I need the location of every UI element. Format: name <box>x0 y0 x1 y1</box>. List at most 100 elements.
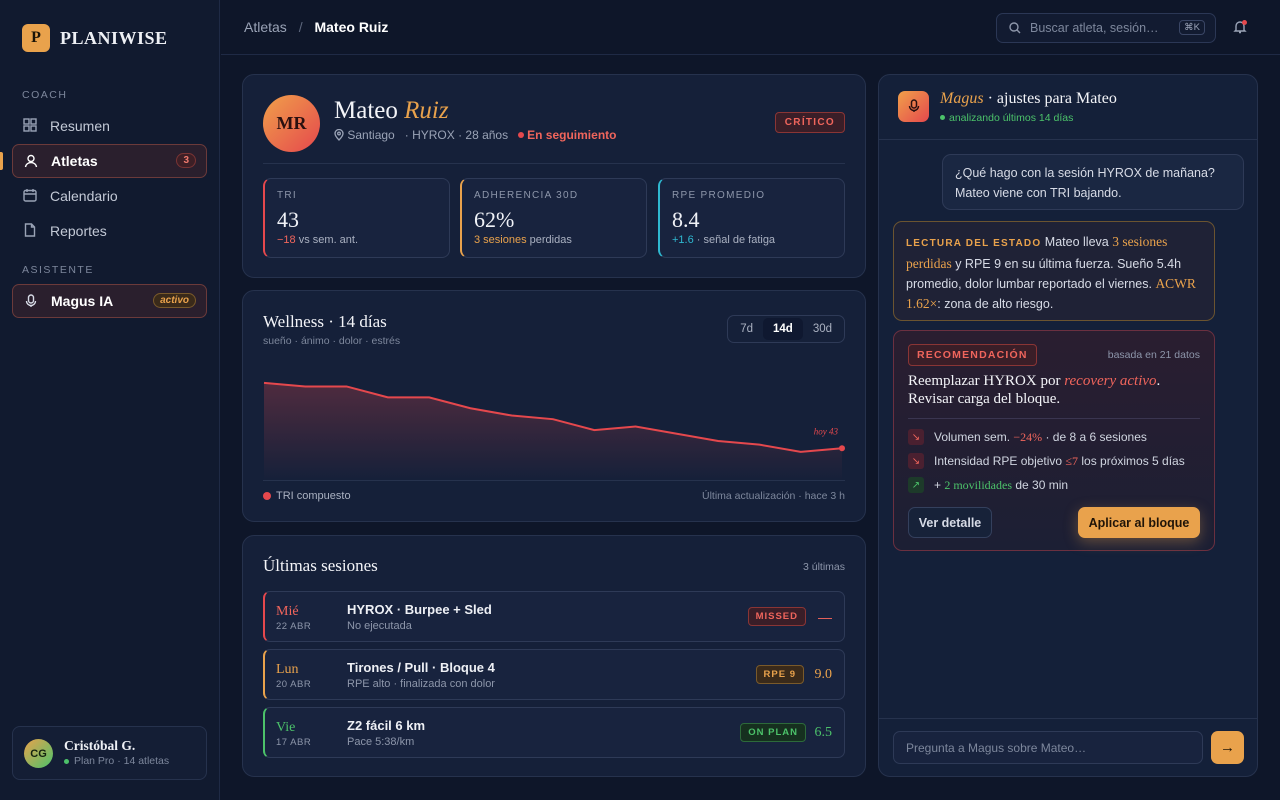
element <box>25 300 37 307</box>
section-label: COACH <box>22 89 68 101</box>
text: No ejecutada <box>347 620 412 632</box>
text: Mateo lleva <box>1044 235 1113 249</box>
text: perdidas <box>529 234 572 246</box>
text: + <box>934 477 945 492</box>
text: 6.5 <box>814 725 833 740</box>
element: En seguimiento <box>518 128 616 142</box>
element <box>27 294 35 304</box>
element <box>27 154 35 163</box>
icon <box>24 154 38 168</box>
element: ↗ <box>908 477 924 493</box>
send-button[interactable]: → <box>1211 731 1244 764</box>
text: 2 movilidades <box>944 477 1013 492</box>
element: −18 vs sem. ant. <box>277 234 437 246</box>
active-indicator <box>0 152 3 170</box>
text: RPE 9 <box>755 665 804 684</box>
text: Vie <box>276 720 296 735</box>
section-label: ASISTENTE <box>22 264 94 276</box>
nav-item[interactable]: Reportes <box>12 214 207 248</box>
element <box>334 128 344 141</box>
recommendation-card: RECOMENDACIÓN basada en 21 datos Reempla… <box>893 330 1215 551</box>
search-input[interactable]: Buscar atleta, sesión… ⌘K <box>996 13 1216 43</box>
text: 17 ABR <box>276 737 312 748</box>
element <box>1016 29 1021 34</box>
text: Intensidad RPE objetivo <box>934 453 1066 468</box>
text: RPE PROMEDIO <box>672 190 766 201</box>
notification-bell[interactable] <box>1233 20 1247 34</box>
icon <box>908 99 920 112</box>
text: LECTURA DEL ESTADO <box>906 238 1042 249</box>
rec-item: ↘ Intensidad RPE objetivo ≤7 los próximos… <box>908 453 1185 469</box>
nav-label: Resumen <box>50 118 110 134</box>
range-option[interactable]: 14d <box>762 318 803 340</box>
detail-button[interactable]: Ver detalle <box>908 507 992 538</box>
rec-label: RECOMENDACIÓN <box>908 344 1037 366</box>
apply-button[interactable]: Aplicar al bloque <box>1078 507 1200 538</box>
sidebar: P PLANIWISE COACH Resumen Atletas 3 Calen… <box>0 0 220 800</box>
nav-item[interactable]: Resumen <box>12 109 207 143</box>
text: 8.4 <box>672 207 700 232</box>
nav-label: Reportes <box>50 223 107 239</box>
athlete-name: Mateo Ruiz <box>334 97 449 125</box>
divider <box>263 163 845 164</box>
stat-card: TRI 43 −18 vs sem. ant. <box>263 178 450 258</box>
user-card[interactable]: CG Cristóbal G. Plan Pro · 14 atletas <box>12 726 207 780</box>
icon <box>334 128 344 141</box>
text: · señal de fatiga <box>696 234 776 246</box>
text: +1.6 <box>672 234 694 246</box>
text: 3 sesiones <box>474 234 527 246</box>
breadcrumb-separator: / <box>298 19 303 35</box>
text: Z2 fácil 6 km <box>347 718 426 733</box>
session-row[interactable]: Lun 20 ABR Tirones / Pull · Bloque 4 RPE a… <box>263 649 845 700</box>
element: + 2 movilidades de 30 min <box>934 478 1068 493</box>
nav-item[interactable]: Atletas 3 <box>12 144 207 178</box>
shortcut: ⌘K <box>1179 20 1205 35</box>
text: Magus <box>940 90 984 107</box>
icon <box>25 294 37 307</box>
nav-item[interactable]: Magus IA activo <box>12 284 207 318</box>
wellness-chart: hoy 43 <box>263 381 845 481</box>
nav-badge: 3 <box>176 153 196 168</box>
text: −18 <box>277 234 296 246</box>
element <box>908 105 920 112</box>
text: ACWR 1.62× <box>906 276 1196 311</box>
stat-card: RPE PROMEDIO 8.4 +1.6 · señal de fatiga <box>658 178 845 258</box>
element <box>910 99 918 109</box>
text: 3 sesiones perdidas <box>906 234 1168 271</box>
breadcrumb-current: Mateo Ruiz <box>314 19 389 35</box>
divider <box>879 718 1257 719</box>
range-option[interactable]: 30d <box>812 323 832 335</box>
element <box>24 189 36 195</box>
line <box>263 381 843 453</box>
text: Santiago <box>347 128 395 142</box>
chat-input[interactable]: Pregunta a Magus sobre Mateo… <box>893 731 1203 764</box>
athlete-meta: Santiago · HYROX · 28 años En seguimient… <box>334 128 616 142</box>
breadcrumb-link[interactable]: Atletas <box>244 19 287 35</box>
line-area <box>264 382 842 481</box>
text: Ruiz <box>404 97 449 124</box>
text: En seguimiento <box>527 128 617 142</box>
range-option[interactable]: 7d <box>740 323 753 335</box>
assistant-icon <box>898 91 929 122</box>
nav-label: Magus IA <box>51 293 114 309</box>
user-plan: Plan Pro · 14 atletas <box>64 755 169 767</box>
text: Lun <box>276 662 299 677</box>
session-row[interactable]: Mié 22 ABR HYROX · Burpee + Sled No ejecut… <box>263 591 845 642</box>
end-point <box>839 445 845 452</box>
range-toggle: 7d 14d 30d <box>727 315 845 343</box>
text: Mateo <box>334 97 398 124</box>
nav-item[interactable]: Calendario <box>12 179 207 213</box>
text: · HYROX · 28 años <box>404 128 509 142</box>
topbar: Atletas / Mateo Ruiz Buscar atleta, sesi… <box>221 0 1280 55</box>
icon <box>23 189 37 202</box>
update-note: Última actualización · hace 3 h <box>702 490 845 502</box>
user-name: Cristóbal G. <box>64 738 136 753</box>
session-row[interactable]: Vie 17 ABR Z2 fácil 6 km Pace 5:38/km ON P… <box>263 707 845 758</box>
legend: TRI compuesto <box>263 490 351 502</box>
text: los próximos 5 días <box>1078 453 1185 468</box>
text: ON PLAN <box>740 723 806 742</box>
nav-label: Calendario <box>50 188 118 204</box>
text: Tirones / Pull · Bloque 4 <box>347 660 495 675</box>
